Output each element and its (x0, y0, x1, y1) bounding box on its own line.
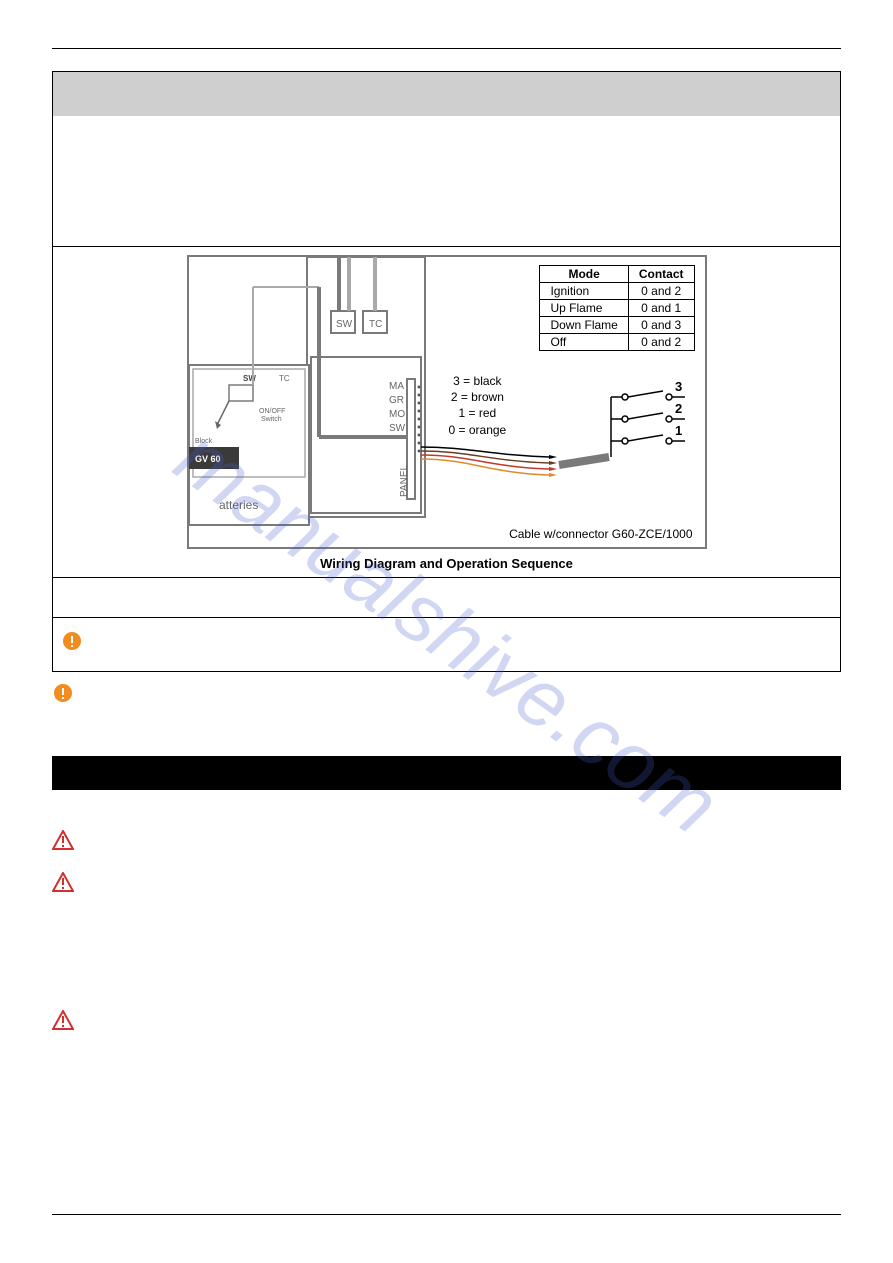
diagram-cell: Mode Contact Ignition0 and 2 Up Flame0 a… (53, 246, 840, 577)
table-row: Off0 and 2 (540, 334, 694, 351)
warning-triangle-icon (52, 830, 74, 853)
svg-text:MO: MO (389, 409, 405, 420)
svg-text:GR: GR (389, 395, 404, 406)
legend-line: 3 = black (449, 373, 507, 389)
svg-text:1: 1 (675, 423, 682, 438)
svg-text:SW: SW (389, 423, 406, 434)
lower-warnings (52, 790, 841, 1038)
warning-triangle-icon (52, 872, 74, 895)
bottom-rule (52, 1214, 841, 1215)
mode-contact-table: Mode Contact Ignition0 and 2 Up Flame0 a… (539, 265, 694, 351)
section-divider-black (52, 756, 841, 790)
legend-line: 2 = brown (449, 389, 507, 405)
svg-text:TC: TC (279, 374, 290, 383)
table-row: Ignition0 and 2 (540, 283, 694, 300)
main-framed-section: Mode Contact Ignition0 and 2 Up Flame0 a… (52, 71, 841, 672)
table-row: Mode Contact (540, 266, 694, 283)
col-header: Contact (628, 266, 694, 283)
warning-triangle-icon (52, 1010, 74, 1033)
label-tc: TC (369, 319, 382, 330)
diagram-caption: Wiring Diagram and Operation Sequence (53, 556, 840, 571)
top-rule (52, 48, 841, 49)
legend-line: 0 = orange (449, 422, 507, 438)
caution-row-outside (52, 672, 841, 726)
caution-icon (63, 632, 81, 653)
spacer-row (53, 577, 840, 617)
warning-row (52, 830, 841, 858)
svg-text:MA: MA (389, 381, 404, 392)
warning-row (52, 1010, 841, 1038)
svg-text:SW: SW (243, 374, 256, 383)
caution-icon (54, 684, 72, 705)
label-sw: SW (336, 319, 353, 330)
section-header-gray (53, 72, 840, 116)
table-row: Up Flame0 and 1 (540, 300, 694, 317)
wiring-diagram: Mode Contact Ignition0 and 2 Up Flame0 a… (187, 255, 707, 549)
caution-row-inside (53, 617, 840, 671)
svg-text:3: 3 (675, 379, 682, 394)
svg-text:PANEL: PANEL (399, 465, 410, 497)
wire-color-legend: 3 = black 2 = brown 1 = red 0 = orange (449, 373, 507, 438)
cable-label: Cable w/connector G60-ZCE/1000 (509, 527, 692, 541)
legend-line: 1 = red (449, 405, 507, 421)
svg-text:Switch: Switch (261, 416, 282, 423)
svg-text:atteries: atteries (219, 498, 258, 512)
table-row: Down Flame0 and 3 (540, 317, 694, 334)
page: Mode Contact Ignition0 and 2 Up Flame0 a… (0, 0, 893, 1092)
warning-row (52, 872, 841, 900)
svg-text:2: 2 (675, 401, 682, 416)
section-body-empty (53, 116, 840, 246)
col-header: Mode (540, 266, 628, 283)
svg-text:GV 60: GV 60 (195, 454, 221, 464)
svg-text:ON/OFF: ON/OFF (259, 408, 285, 415)
svg-text:Block: Block (195, 438, 213, 445)
